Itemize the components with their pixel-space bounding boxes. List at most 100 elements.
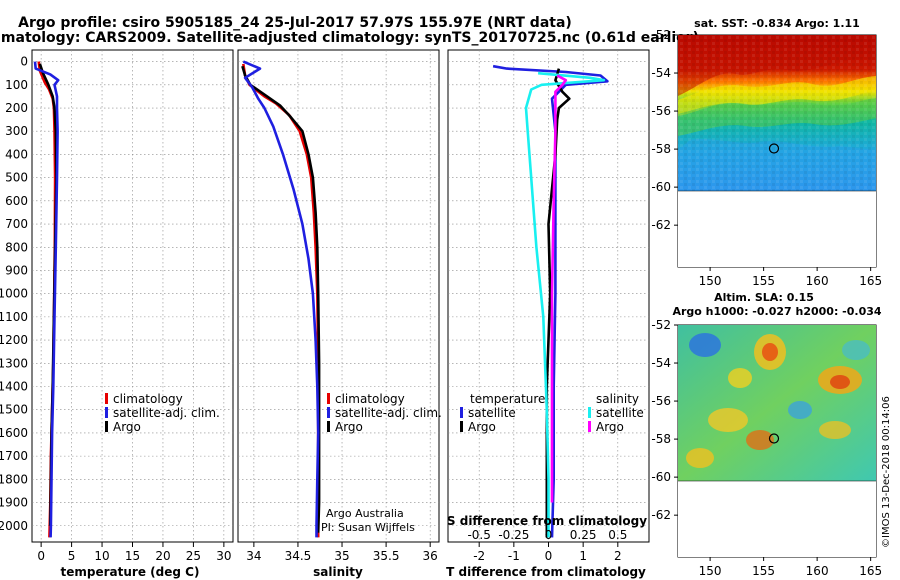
- sla-high-eddy: [708, 408, 748, 432]
- legend-swatch-argo: [327, 421, 330, 432]
- sla-no-data: [678, 481, 876, 557]
- lon-tick-label: 150: [699, 564, 722, 578]
- difference-tick-label: -2: [473, 549, 485, 563]
- legend-label-climatology: climatology: [113, 392, 183, 406]
- sla-map-title-line2: Argo h1000: -0.027 h2000: -0.034: [672, 305, 881, 318]
- depth-tick-label: 900: [5, 263, 28, 277]
- s-difference-tick-label: 0.5: [608, 528, 627, 542]
- salinity-panel: 34 34.5 35 35.5 36 salinity climatology sate…: [237, 49, 442, 579]
- sla-low-eddy: [788, 401, 812, 419]
- temperature-grid: [32, 50, 233, 547]
- depth-tick-label: 2000: [0, 519, 28, 533]
- lat-tick-label: -62: [651, 508, 671, 522]
- sst-heatmap: [678, 35, 876, 267]
- figure-title-line1: Argo profile: csiro 5905185_24 25-Jul-20…: [18, 15, 572, 31]
- difference-panel: -2 -1 0 1 2 T difference from climatology S …: [446, 49, 650, 579]
- temperature-frame: [31, 49, 234, 543]
- depth-tick-label: 200: [5, 101, 28, 115]
- salinity-axis-label: salinity: [313, 565, 363, 579]
- salinity-tick-label: 36: [423, 549, 438, 563]
- legend-swatch-argo: [105, 421, 108, 432]
- lat-tick-label: -62: [651, 218, 671, 232]
- credit-line1: Argo Australia: [326, 507, 404, 520]
- salinity-tick-label: 35: [334, 549, 349, 563]
- legend-label-t-satellite: satellite: [468, 406, 516, 420]
- lat-tick-label: -60: [651, 470, 671, 484]
- depth-tick-label: 600: [5, 194, 28, 208]
- legend-swatch-s-argo: [588, 421, 591, 432]
- temperature-tick-label: 30: [216, 549, 231, 563]
- sst-map-title: sat. SST: -0.834 Argo: 1.11: [694, 17, 860, 30]
- sla-high-eddy: [746, 430, 774, 450]
- depth-tick-label: 500: [5, 171, 28, 185]
- sst-lon-tick-labels: 150 155 160 165: [699, 267, 882, 288]
- sla-high-eddy: [762, 343, 778, 361]
- figure-title-line2: Climatology: CARS2009. Satellite-adjuste…: [0, 30, 699, 46]
- difference-series-t-satellite: [492, 64, 609, 538]
- salinity-tick-label: 34: [246, 549, 261, 563]
- lon-tick-label: 160: [806, 564, 829, 578]
- sst-no-data: [678, 191, 876, 267]
- temperature-tick-label: 20: [155, 549, 170, 563]
- sla-high-eddy: [686, 448, 714, 468]
- lon-tick-label: 150: [699, 274, 722, 288]
- legend-label-s-satellite: satellite: [596, 406, 644, 420]
- argo-location-marker: [768, 433, 780, 444]
- salinity-legend: climatology satellite-adj. clim. Argo: [327, 392, 442, 434]
- temperature-tick-labels: 0 5 10 15 20 25 30: [37, 549, 231, 563]
- depth-tick-label: 1000: [0, 287, 28, 301]
- s-difference-tick-label: 0: [545, 528, 553, 542]
- legend-swatch-climatology: [105, 393, 108, 404]
- salinity-frame: [237, 49, 440, 543]
- salinity-lines: [241, 60, 321, 538]
- sla-high-eddy: [728, 368, 752, 388]
- depth-tick-label: 1500: [0, 403, 28, 417]
- legend-title-salinity: salinity: [596, 392, 639, 406]
- difference-tick-label: 0: [545, 549, 553, 563]
- lat-tick-label: -52: [651, 28, 671, 42]
- temperature-tick-label: 25: [186, 549, 201, 563]
- legend-label-climatology: climatology: [335, 392, 405, 406]
- depth-tick-label: 400: [5, 147, 28, 161]
- temperature-tick-label: 0: [37, 549, 45, 563]
- legend-swatch-s-satellite: [588, 407, 591, 418]
- temperature-axis-label: temperature (deg C): [61, 565, 200, 579]
- depth-tick-label: 1400: [0, 380, 28, 394]
- s-difference-axis-label: S difference from climatology: [447, 514, 647, 528]
- depth-tick-label: 1800: [0, 472, 28, 486]
- credit-line2: PI: Susan Wijffels: [321, 521, 415, 534]
- sla-heatmap: [678, 325, 876, 557]
- sla-map-panel: Altim. SLA: 0.15 Argo h1000: -0.027 h200…: [651, 291, 882, 578]
- temperature-tick-label: 15: [125, 549, 140, 563]
- sst-lat-tick-labels: -52 -54 -56 -58 -60 -62: [651, 28, 678, 232]
- salinity-tick-label: 34.5: [285, 549, 312, 563]
- legend-swatch-satellite-adj: [105, 407, 108, 418]
- sla-map-title-line1: Altim. SLA: 0.15: [714, 291, 814, 304]
- lat-tick-label: -52: [651, 318, 671, 332]
- depth-tick-label: 700: [5, 217, 28, 231]
- s-difference-tick-label: -0.5: [467, 528, 490, 542]
- sla-low-eddy: [689, 333, 721, 357]
- difference-lines: [492, 64, 609, 538]
- temperature-legend: climatology satellite-adj. clim. Argo: [105, 392, 220, 434]
- difference-series-s-argo: [550, 74, 568, 503]
- imos-credit: ©IMOS 13-Dec-2018 00:14:06: [881, 396, 892, 548]
- depth-tick-label: 1700: [0, 449, 28, 463]
- lon-tick-label: 155: [752, 274, 775, 288]
- difference-tick-label: 2: [614, 549, 622, 563]
- temperature-panel: 0100200300400500600700800900100011001200…: [0, 49, 234, 579]
- salinity-tick-label: 35.5: [373, 549, 400, 563]
- depth-tick-label: 300: [5, 124, 28, 138]
- temperature-lines: [33, 61, 60, 538]
- legend-swatch-satellite-adj: [327, 407, 330, 418]
- temperature-tick-label: 5: [68, 549, 76, 563]
- legend-label-argo: Argo: [335, 420, 363, 434]
- depth-tick-label: 1300: [0, 356, 28, 370]
- lat-tick-label: -60: [651, 180, 671, 194]
- legend-label-s-argo: Argo: [596, 420, 624, 434]
- lat-tick-label: -54: [651, 356, 671, 370]
- legend-swatch-t-argo: [460, 421, 463, 432]
- lon-tick-label: 165: [859, 274, 882, 288]
- t-difference-tick-labels: -2 -1 0 1 2: [473, 549, 621, 563]
